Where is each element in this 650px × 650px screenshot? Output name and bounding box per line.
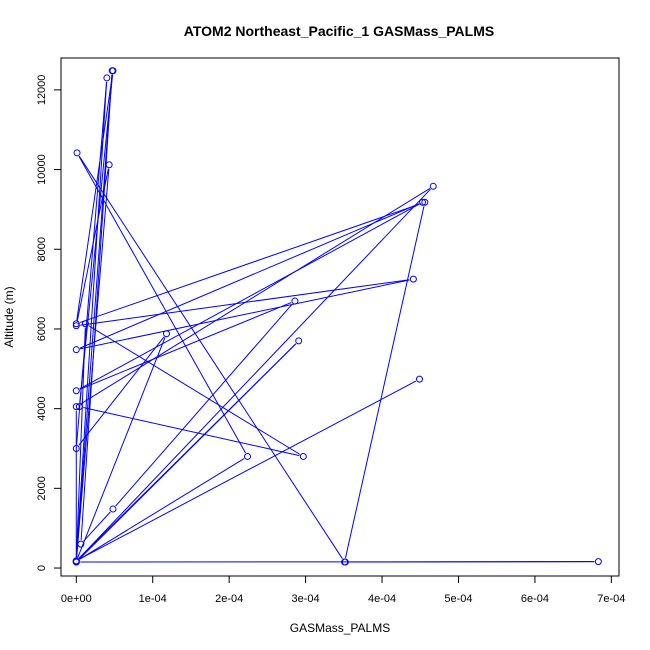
series-segment [83, 407, 300, 457]
series-segment [78, 188, 431, 559]
data-point [419, 198, 427, 206]
y-axis-label: Altitude (m) [2, 286, 16, 347]
series-segment [79, 380, 417, 560]
data-point [299, 452, 307, 460]
series-segment [79, 203, 422, 323]
data-point [429, 182, 437, 190]
series-segment [79, 203, 420, 390]
y-tick-label: 6000 [36, 317, 48, 341]
x-tick-label: 1e-04 [139, 593, 167, 605]
data-point [103, 74, 111, 82]
x-tick-label: 6e-04 [521, 593, 549, 605]
y-axis: 0 2000 4000 6000 8000 10000 12000 [36, 75, 62, 571]
data-point [72, 557, 80, 565]
chart-title: ATOM2 Northeast_Pacific_1 GASMass_PALMS [184, 23, 494, 39]
x-tick-label: 4e-04 [368, 593, 396, 605]
data-point [421, 198, 429, 206]
data-point [75, 403, 83, 411]
data-point [415, 375, 423, 383]
series-segment [79, 203, 420, 349]
series-segment [80, 279, 410, 350]
data-point [409, 275, 417, 283]
series-segment [83, 511, 111, 542]
data-point [72, 320, 80, 328]
data-point [295, 337, 303, 345]
x-tick-label: 0e+00 [61, 593, 92, 605]
series-segment [76, 74, 113, 320]
data-point [72, 322, 80, 330]
data-point [341, 558, 349, 566]
data-point [72, 387, 80, 395]
series-segment [78, 155, 343, 559]
data-point [72, 346, 80, 354]
series-segment [76, 81, 108, 558]
x-axis: 0e+00 1e-04 2e-04 3e-04 4e-04 5e-04 6e-04 7e-04 [61, 575, 625, 605]
series-segment [77, 337, 166, 558]
series-segment [79, 458, 245, 560]
series-segment [88, 325, 301, 455]
y-tick-label: 4000 [36, 396, 48, 420]
x-tick-label: 5e-04 [444, 593, 472, 605]
series-segment [79, 187, 431, 405]
series-segment [79, 74, 114, 403]
series-segment [344, 206, 425, 559]
x-tick-label: 2e-04 [215, 593, 243, 605]
series-segment [78, 156, 246, 454]
series-segment [76, 81, 108, 445]
data-series [72, 67, 602, 566]
y-tick-label: 2000 [36, 476, 48, 500]
data-point [109, 505, 117, 513]
data-point [73, 149, 81, 157]
series-segment [76, 168, 110, 558]
data-point [77, 540, 85, 548]
y-tick-label: 12000 [36, 75, 48, 106]
plot-frame [60, 57, 620, 577]
data-point [291, 297, 299, 305]
data-point [109, 67, 117, 75]
series-segment [78, 343, 297, 559]
data-point [105, 161, 113, 169]
data-point [72, 403, 80, 411]
data-point [594, 558, 602, 566]
series-segment [80, 74, 113, 541]
x-axis-label: GASMass_PALMS [290, 621, 390, 635]
series-segment [76, 74, 113, 559]
x-tick-label: 7e-04 [597, 593, 625, 605]
data-point [244, 452, 252, 460]
x-tick-label: 3e-04 [292, 593, 320, 605]
y-tick-label: 0 [36, 565, 48, 571]
data-point [81, 320, 89, 328]
y-tick-label: 10000 [36, 154, 48, 185]
data-point [72, 444, 80, 452]
y-tick-label: 8000 [36, 237, 48, 261]
series-segment [78, 336, 165, 446]
series-segment [115, 303, 293, 507]
data-point [162, 330, 170, 338]
